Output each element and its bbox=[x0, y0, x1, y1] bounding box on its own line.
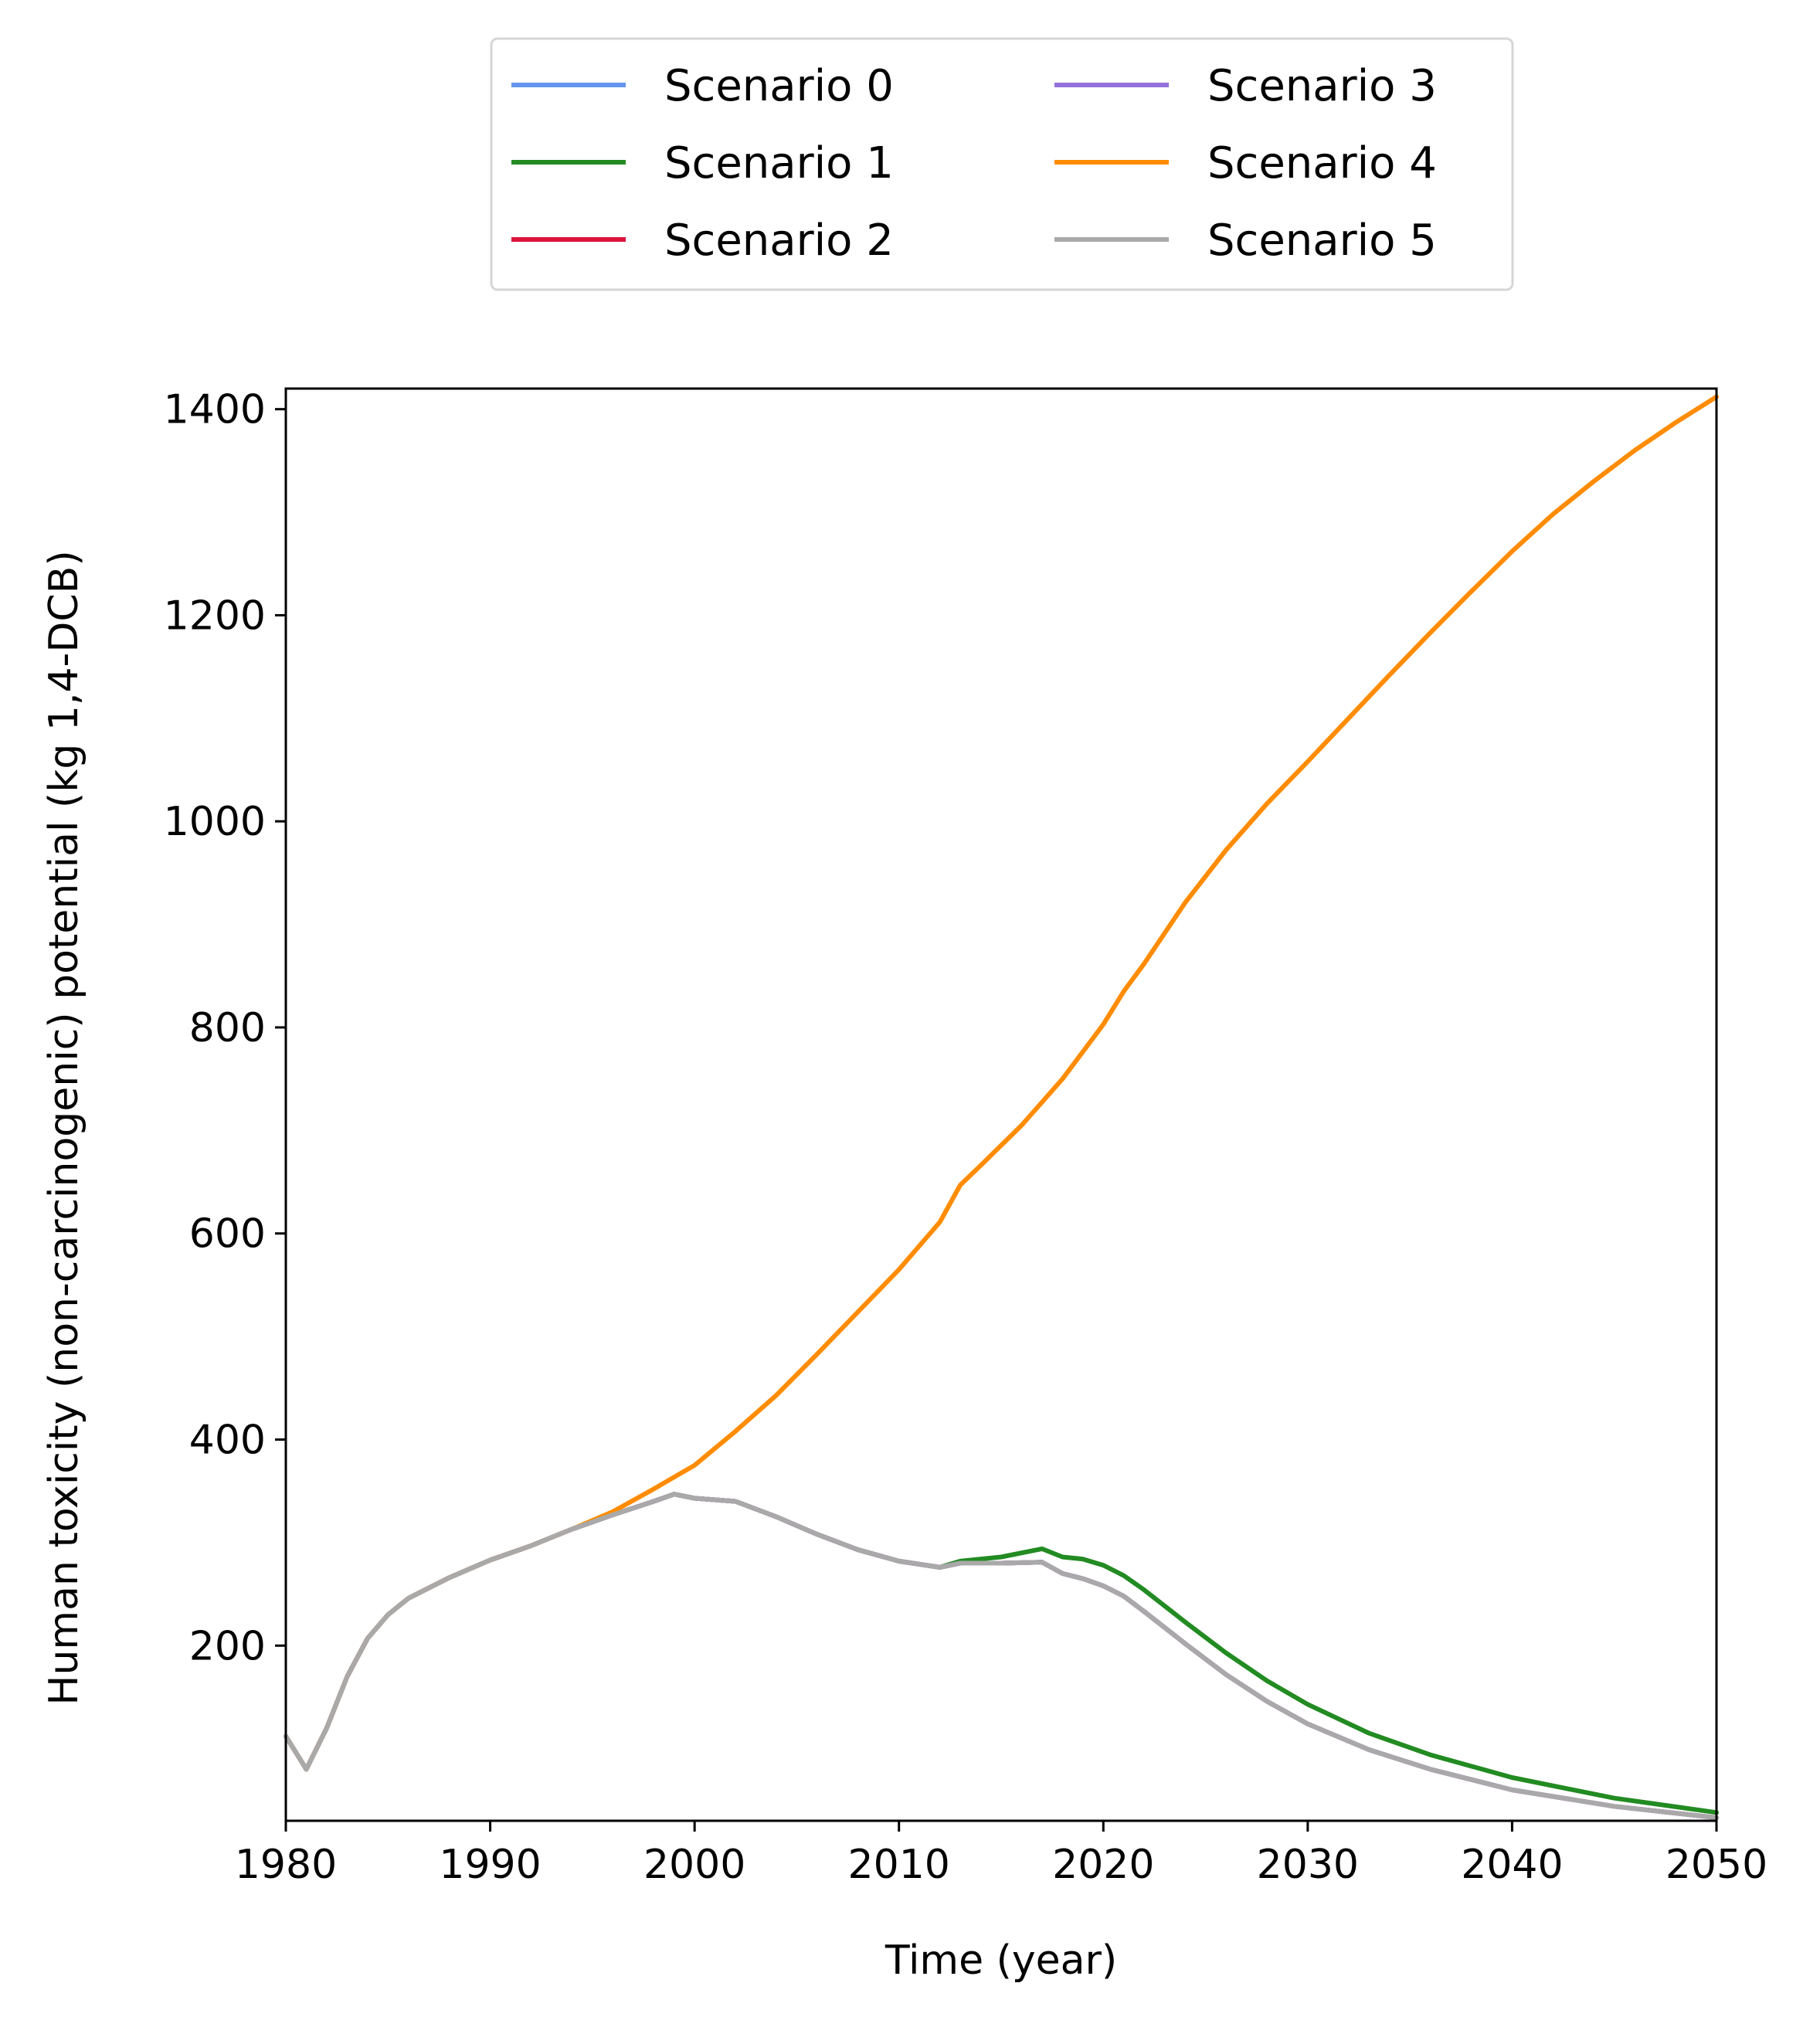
legend-label-1: Scenario 1 bbox=[664, 138, 894, 188]
y-tick-label: 400 bbox=[189, 1417, 266, 1463]
series-line-1 bbox=[284, 1492, 1719, 1815]
x-tick-label: 2050 bbox=[1666, 1842, 1767, 1888]
series-line-2 bbox=[284, 1492, 1719, 1820]
y-axis-label: Human toxicity (non-carcinogenic) potent… bbox=[41, 550, 87, 1705]
series-line-0 bbox=[284, 1492, 1719, 1820]
y-tick-label: 600 bbox=[189, 1211, 266, 1258]
legend-label-3: Scenario 3 bbox=[1207, 61, 1437, 111]
x-axis-label: Time (year) bbox=[885, 1937, 1117, 1984]
x-tick-label: 2010 bbox=[848, 1842, 950, 1888]
x-tick-label: 2020 bbox=[1052, 1842, 1154, 1888]
legend-label-5: Scenario 5 bbox=[1207, 216, 1437, 266]
legend-label-0: Scenario 0 bbox=[664, 61, 894, 111]
legend-items: Scenario 0 Scenario 1 Scenario 2 Scenario 3… bbox=[511, 61, 1437, 266]
legend-box bbox=[490, 37, 1514, 291]
y-tick-label: 1400 bbox=[164, 387, 266, 433]
series-line-5 bbox=[284, 1492, 1719, 1820]
x-tick-label: 2000 bbox=[643, 1842, 745, 1888]
series-line-3 bbox=[284, 1492, 1719, 1820]
x-tick-label: 2040 bbox=[1461, 1842, 1563, 1888]
y-tick-label: 800 bbox=[189, 1005, 266, 1051]
y-tick-label: 200 bbox=[189, 1623, 266, 1669]
x-tick-label: 1990 bbox=[439, 1842, 541, 1888]
x-tick-label: 2030 bbox=[1257, 1842, 1359, 1888]
series-layer bbox=[284, 394, 1719, 1820]
ticks-layer: 1980 1990 2000 2010 2020 2030 2040 2050 200 400 60… bbox=[164, 387, 1768, 1888]
x-tick-label: 1980 bbox=[235, 1842, 337, 1888]
plot-frame bbox=[284, 387, 1718, 1822]
legend-label-2: Scenario 2 bbox=[664, 216, 894, 266]
y-tick-label: 1200 bbox=[164, 593, 266, 639]
legend: Scenario 0 Scenario 1 Scenario 2 Scenario 3… bbox=[490, 37, 1514, 291]
y-tick-label: 1000 bbox=[164, 799, 266, 845]
legend-label-4: Scenario 4 bbox=[1207, 138, 1437, 188]
